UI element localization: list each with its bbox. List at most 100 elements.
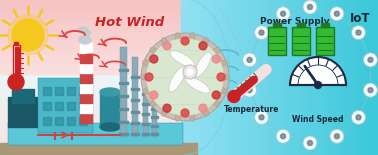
Bar xyxy=(0,74,197,78)
Circle shape xyxy=(141,33,229,121)
Bar xyxy=(0,19,197,23)
Bar xyxy=(12,89,34,103)
Ellipse shape xyxy=(195,52,211,77)
Bar xyxy=(345,0,352,155)
Bar xyxy=(0,12,197,16)
Bar xyxy=(273,23,280,27)
Bar xyxy=(0,120,197,124)
Ellipse shape xyxy=(161,38,169,47)
Bar xyxy=(0,66,197,70)
Bar xyxy=(321,23,328,27)
Circle shape xyxy=(303,136,317,150)
Bar xyxy=(0,151,197,155)
Bar xyxy=(142,113,149,115)
Circle shape xyxy=(363,83,378,97)
Bar xyxy=(0,16,197,19)
Bar xyxy=(80,103,92,113)
Bar xyxy=(151,99,158,101)
Circle shape xyxy=(368,88,373,93)
Bar xyxy=(79,87,87,95)
Bar xyxy=(280,0,286,155)
Bar xyxy=(119,95,128,97)
Bar xyxy=(325,0,332,155)
Bar xyxy=(297,23,305,27)
Bar xyxy=(67,87,75,95)
Bar xyxy=(0,116,197,120)
Bar xyxy=(8,123,183,145)
Bar xyxy=(0,27,197,31)
Bar xyxy=(142,123,149,125)
Circle shape xyxy=(280,11,286,16)
Ellipse shape xyxy=(218,60,228,67)
Text: Temperature: Temperature xyxy=(224,106,280,115)
Bar xyxy=(79,102,87,110)
Bar xyxy=(151,116,158,118)
Circle shape xyxy=(259,30,264,35)
Bar xyxy=(0,93,197,97)
Ellipse shape xyxy=(218,87,228,94)
Circle shape xyxy=(8,15,48,55)
Bar xyxy=(151,108,158,110)
Bar xyxy=(316,27,334,55)
Ellipse shape xyxy=(201,38,209,47)
Wedge shape xyxy=(290,57,346,85)
Ellipse shape xyxy=(143,87,152,94)
Circle shape xyxy=(8,74,24,90)
Text: Power Supply: Power Supply xyxy=(260,18,330,27)
Circle shape xyxy=(163,42,171,50)
Circle shape xyxy=(12,19,44,51)
Bar xyxy=(151,91,158,93)
Bar xyxy=(0,143,197,155)
Bar xyxy=(43,102,51,110)
Bar xyxy=(208,0,214,155)
Circle shape xyxy=(183,65,197,79)
Circle shape xyxy=(303,0,317,14)
Bar xyxy=(0,54,197,58)
Circle shape xyxy=(199,104,207,112)
Circle shape xyxy=(368,57,373,62)
Circle shape xyxy=(352,110,366,124)
Bar xyxy=(0,128,197,132)
Bar xyxy=(0,85,197,89)
Bar xyxy=(80,63,92,73)
Bar xyxy=(132,57,138,137)
Bar xyxy=(0,143,197,147)
Bar xyxy=(188,0,195,155)
Bar xyxy=(119,69,128,71)
Bar xyxy=(0,132,197,136)
Bar xyxy=(352,0,358,155)
Bar xyxy=(214,0,221,155)
Bar xyxy=(0,97,197,101)
Circle shape xyxy=(254,110,268,124)
Bar xyxy=(0,0,197,4)
Bar xyxy=(268,27,286,55)
Bar xyxy=(55,117,63,125)
Ellipse shape xyxy=(189,33,195,43)
Bar xyxy=(266,0,273,155)
Bar xyxy=(299,0,306,155)
Bar xyxy=(306,0,313,155)
Circle shape xyxy=(254,26,268,40)
Text: Wind Speed: Wind Speed xyxy=(292,115,344,124)
Bar xyxy=(142,133,149,135)
Bar xyxy=(195,0,201,155)
Circle shape xyxy=(276,129,290,143)
Bar xyxy=(143,67,148,137)
Bar xyxy=(142,83,149,85)
Ellipse shape xyxy=(185,77,210,93)
Bar xyxy=(119,133,128,135)
Ellipse shape xyxy=(211,47,220,55)
Bar xyxy=(339,0,345,155)
Ellipse shape xyxy=(84,31,90,35)
Bar xyxy=(55,102,63,110)
Bar xyxy=(313,0,319,155)
Bar xyxy=(152,77,157,137)
Bar xyxy=(79,117,87,125)
Ellipse shape xyxy=(79,36,91,44)
Circle shape xyxy=(330,7,344,21)
Bar xyxy=(286,0,293,155)
Circle shape xyxy=(150,91,158,99)
Bar xyxy=(181,0,188,155)
Bar xyxy=(0,46,197,50)
Bar xyxy=(80,73,92,83)
